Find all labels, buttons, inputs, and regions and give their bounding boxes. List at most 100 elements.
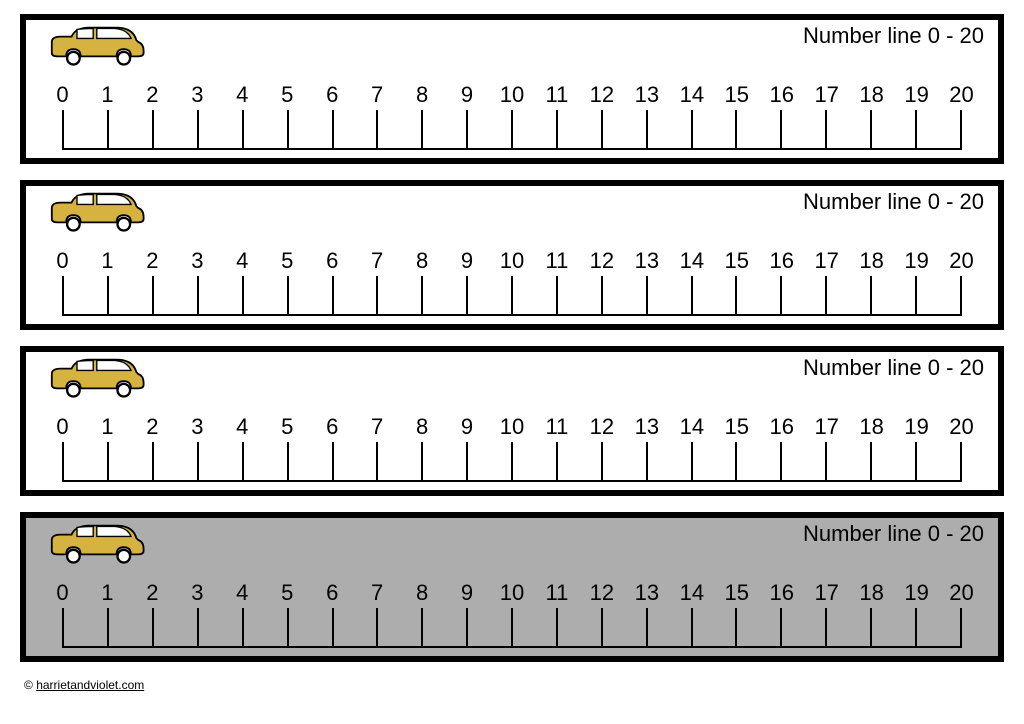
car-illustration: [40, 24, 150, 69]
tick-segment: [154, 442, 199, 480]
tick-segment: [64, 608, 109, 646]
tick-segment: [109, 276, 154, 314]
car-icon: [40, 356, 150, 401]
tick-segment: [827, 608, 872, 646]
number-label: 11: [534, 580, 579, 606]
number-label: 2: [130, 82, 175, 108]
car-illustration: [40, 190, 150, 235]
tick-segment: [423, 442, 468, 480]
number-labels: 01234567891011121314151617181920: [40, 414, 984, 442]
card-title: Number line 0 - 20: [803, 355, 984, 381]
tick-segment: [737, 110, 782, 148]
tick-segment: [334, 442, 379, 480]
number-label: 0: [40, 580, 85, 606]
number-label: 9: [445, 82, 490, 108]
tick-segment: [468, 608, 513, 646]
tick-segment: [199, 442, 244, 480]
number-line: 01234567891011121314151617181920: [40, 414, 984, 482]
number-label: 6: [310, 248, 355, 274]
tick-segment: [64, 276, 109, 314]
tick-segment: [917, 442, 960, 480]
number-label: 16: [759, 414, 804, 440]
number-label: 15: [714, 82, 759, 108]
number-label: 9: [445, 414, 490, 440]
tick-marks: [62, 442, 961, 482]
number-label: 15: [714, 580, 759, 606]
number-label: 18: [849, 414, 894, 440]
tick-segment: [603, 276, 648, 314]
tick-segment: [513, 110, 558, 148]
copyright-symbol: ©: [24, 678, 33, 692]
number-label: 18: [849, 580, 894, 606]
tick-segment: [513, 608, 558, 646]
tick-segment: [199, 110, 244, 148]
tick-segment: [289, 442, 334, 480]
tick-segment: [872, 608, 917, 646]
number-label: 16: [759, 580, 804, 606]
number-label: 14: [669, 248, 714, 274]
tick-segment: [827, 110, 872, 148]
tick-segment: [693, 110, 738, 148]
number-label: 7: [355, 82, 400, 108]
number-label: 11: [534, 82, 579, 108]
number-line-card: Number line 0 - 20 012345678910111213141…: [20, 512, 1004, 662]
number-label: 7: [355, 580, 400, 606]
tick-segment: [334, 276, 379, 314]
number-label: 10: [490, 580, 535, 606]
tick-marks: [62, 110, 961, 150]
number-label: 3: [175, 414, 220, 440]
footer: © harrietandviolet.com: [20, 678, 1004, 692]
number-label: 10: [490, 414, 535, 440]
number-label: 13: [624, 580, 669, 606]
tick-segment: [468, 276, 513, 314]
tick-segment: [423, 276, 468, 314]
number-line-card: Number line 0 - 20 012345678910111213141…: [20, 14, 1004, 164]
number-label: 4: [220, 414, 265, 440]
footer-link[interactable]: harrietandviolet.com: [36, 678, 144, 692]
tick-segment: [648, 276, 693, 314]
number-label: 16: [759, 82, 804, 108]
tick-segment: [917, 608, 960, 646]
number-label: 14: [669, 414, 714, 440]
tick-segment: [917, 110, 960, 148]
number-label: 18: [849, 82, 894, 108]
number-label: 0: [40, 414, 85, 440]
tick-segment: [513, 276, 558, 314]
number-label: 17: [804, 414, 849, 440]
number-label: 11: [534, 414, 579, 440]
tick-segment: [827, 442, 872, 480]
tick-segment: [244, 608, 289, 646]
number-label: 20: [939, 248, 984, 274]
number-labels: 01234567891011121314151617181920: [40, 580, 984, 608]
number-label: 4: [220, 580, 265, 606]
tick-segment: [782, 276, 827, 314]
number-label: 6: [310, 580, 355, 606]
car-illustration: [40, 522, 150, 567]
tick-segment: [872, 442, 917, 480]
tick-segment: [603, 110, 648, 148]
tick-segment: [378, 276, 423, 314]
number-line: 01234567891011121314151617181920: [40, 248, 984, 316]
tick-segment: [154, 110, 199, 148]
tick-segment: [603, 608, 648, 646]
number-label: 19: [894, 580, 939, 606]
tick-segment: [737, 608, 782, 646]
number-label: 7: [355, 414, 400, 440]
number-label: 20: [939, 414, 984, 440]
tick-segment: [737, 276, 782, 314]
car-icon: [40, 522, 150, 567]
number-label: 2: [130, 580, 175, 606]
tick-segment: [423, 110, 468, 148]
number-label: 14: [669, 580, 714, 606]
number-label: 13: [624, 248, 669, 274]
tick-marks: [62, 276, 961, 316]
number-label: 5: [265, 414, 310, 440]
number-label: 13: [624, 82, 669, 108]
number-label: 7: [355, 248, 400, 274]
number-label: 9: [445, 248, 490, 274]
number-label: 1: [85, 82, 130, 108]
tick-segment: [244, 110, 289, 148]
tick-segment: [244, 442, 289, 480]
tick-segment: [513, 442, 558, 480]
card-title: Number line 0 - 20: [803, 189, 984, 215]
